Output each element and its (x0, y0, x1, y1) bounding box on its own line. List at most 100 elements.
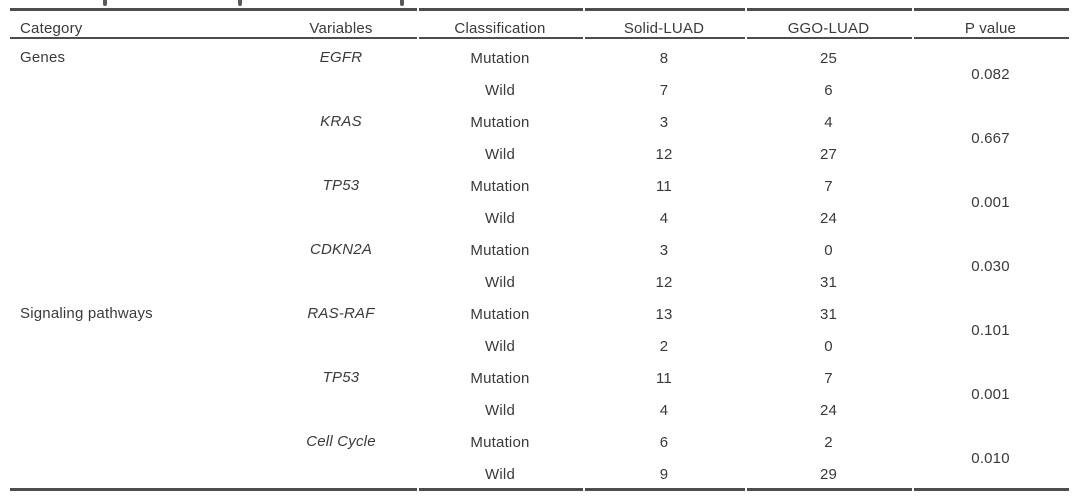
solid-luad-cell: 8 (659, 49, 669, 67)
solid-luad-cell: 11 (656, 177, 672, 195)
variable-cell: EGFR (319, 49, 363, 66)
column-header-classification: Classification (454, 19, 546, 37)
ggo-luad-cell: 2 (824, 433, 833, 451)
ggo-luad-cell: 0 (824, 337, 833, 355)
classification-cell: Mutation (470, 305, 530, 323)
p-value-cell: 0.082 (971, 65, 1010, 83)
classification-cell: Wild (485, 465, 515, 483)
variable-cell: Cell Cycle (306, 433, 376, 450)
solid-luad-cell: 11 (656, 369, 672, 387)
bottom-rule-segment (747, 488, 912, 491)
solid-luad-cell: 7 (659, 81, 669, 99)
classification-cell: Wild (485, 81, 515, 99)
classification-cell: Wild (485, 401, 515, 419)
table-row: CDKN2A Mutation 3 0 0.030 (10, 234, 1069, 275)
header-rule-segment (747, 37, 912, 39)
ggo-luad-cell: 0 (824, 241, 833, 259)
solid-luad-cell: 6 (659, 433, 669, 451)
ggo-luad-cell: 24 (819, 209, 838, 227)
column-header-p-value: P value (964, 19, 1017, 37)
top-rule-segment (419, 8, 583, 11)
ggo-luad-cell: 24 (819, 401, 838, 419)
header-row: Category Variables Classification Solid-… (10, 14, 1069, 42)
classification-cell: Wild (485, 273, 515, 291)
bottom-rule-segment (585, 488, 745, 491)
solid-luad-cell: 13 (655, 305, 673, 323)
column-header-ggo-luad: GGO-LUAD (787, 19, 870, 37)
classification-cell: Wild (485, 209, 515, 227)
ggo-luad-cell: 31 (819, 273, 838, 291)
ggo-luad-cell: 27 (819, 145, 838, 163)
table-row: KRAS Mutation 3 4 0.667 (10, 106, 1069, 147)
p-value-cell: 0.030 (971, 257, 1010, 275)
caption-descender-mark (103, 0, 107, 6)
table-row: Wild 7 6 (10, 74, 1069, 106)
bottom-rule-segment (914, 488, 1069, 491)
table-row: Cell Cycle Mutation 6 2 0.010 (10, 426, 1069, 467)
p-value-cell: 0.101 (971, 321, 1010, 339)
solid-luad-cell: 12 (655, 273, 673, 291)
header-rule-segment (914, 37, 1069, 39)
comparison-table: Category Variables Classification Solid-… (10, 14, 1069, 490)
solid-luad-cell: 4 (659, 401, 669, 419)
table-row: Wild 2 0 (10, 330, 1069, 362)
classification-cell: Mutation (470, 433, 530, 451)
category-cell: Signaling pathways (20, 305, 153, 322)
p-value-cell: 0.001 (971, 385, 1010, 403)
variable-cell: KRAS (320, 113, 362, 130)
variable-cell: TP53 (322, 177, 360, 194)
column-header-category: Category (20, 19, 83, 37)
classification-cell: Mutation (470, 113, 530, 131)
variable-cell: CDKN2A (309, 241, 373, 258)
ggo-luad-cell: 4 (824, 113, 833, 131)
ggo-luad-cell: 31 (819, 305, 838, 323)
header-rule-segment (419, 37, 583, 39)
classification-cell: Wild (485, 145, 515, 163)
classification-cell: Mutation (470, 369, 530, 387)
ggo-luad-cell: 29 (819, 465, 838, 483)
ggo-luad-cell: 6 (824, 81, 833, 99)
ggo-luad-cell: 7 (824, 369, 833, 387)
solid-luad-cell: 3 (659, 241, 669, 259)
caption-descender-mark (400, 0, 404, 6)
p-value-cell: 0.667 (971, 129, 1010, 147)
variable-cell: RAS-RAF (307, 305, 375, 322)
top-rule-segment (10, 8, 417, 11)
ggo-luad-cell: 25 (819, 49, 838, 67)
table-row: TP53 Mutation 11 7 0.001 (10, 170, 1069, 211)
classification-cell: Mutation (470, 241, 530, 259)
header-rule-segment (585, 37, 745, 39)
table-row: TP53 Mutation 11 7 0.001 (10, 362, 1069, 403)
top-rule-segment (747, 8, 912, 11)
table-row: Genes EGFR Mutation 8 25 0.082 (10, 42, 1069, 83)
ggo-luad-cell: 7 (824, 177, 833, 195)
bottom-rule-segment (419, 488, 583, 491)
table-row: Wild 12 31 (10, 266, 1069, 298)
classification-cell: Mutation (470, 177, 530, 195)
top-rule-segment (585, 8, 745, 11)
classification-cell: Wild (485, 337, 515, 355)
p-value-cell: 0.001 (971, 193, 1010, 211)
variable-cell: TP53 (322, 369, 360, 386)
table-row: Signaling pathways RAS-RAF Mutation 13 3… (10, 298, 1069, 339)
table-row: Wild 4 24 (10, 394, 1069, 426)
column-header-solid-luad: Solid-LUAD (623, 19, 705, 37)
p-value-cell: 0.010 (971, 449, 1010, 467)
header-rule-segment (10, 37, 417, 39)
solid-luad-cell: 12 (655, 145, 673, 163)
classification-cell: Mutation (470, 49, 530, 67)
solid-luad-cell: 4 (659, 209, 669, 227)
category-cell: Genes (20, 49, 66, 66)
column-header-variables: Variables (309, 19, 373, 37)
cropped-caption-remnant (0, 0, 1080, 7)
table-row: Wild 12 27 (10, 138, 1069, 170)
bottom-rule-segment (10, 488, 417, 491)
caption-descender-mark (238, 0, 242, 6)
top-rule-segment (914, 8, 1069, 11)
table-row: Wild 4 24 (10, 202, 1069, 234)
table-row: Wild 9 29 (10, 458, 1069, 490)
solid-luad-cell: 2 (659, 337, 669, 355)
solid-luad-cell: 9 (659, 465, 669, 483)
solid-luad-cell: 3 (659, 113, 669, 131)
